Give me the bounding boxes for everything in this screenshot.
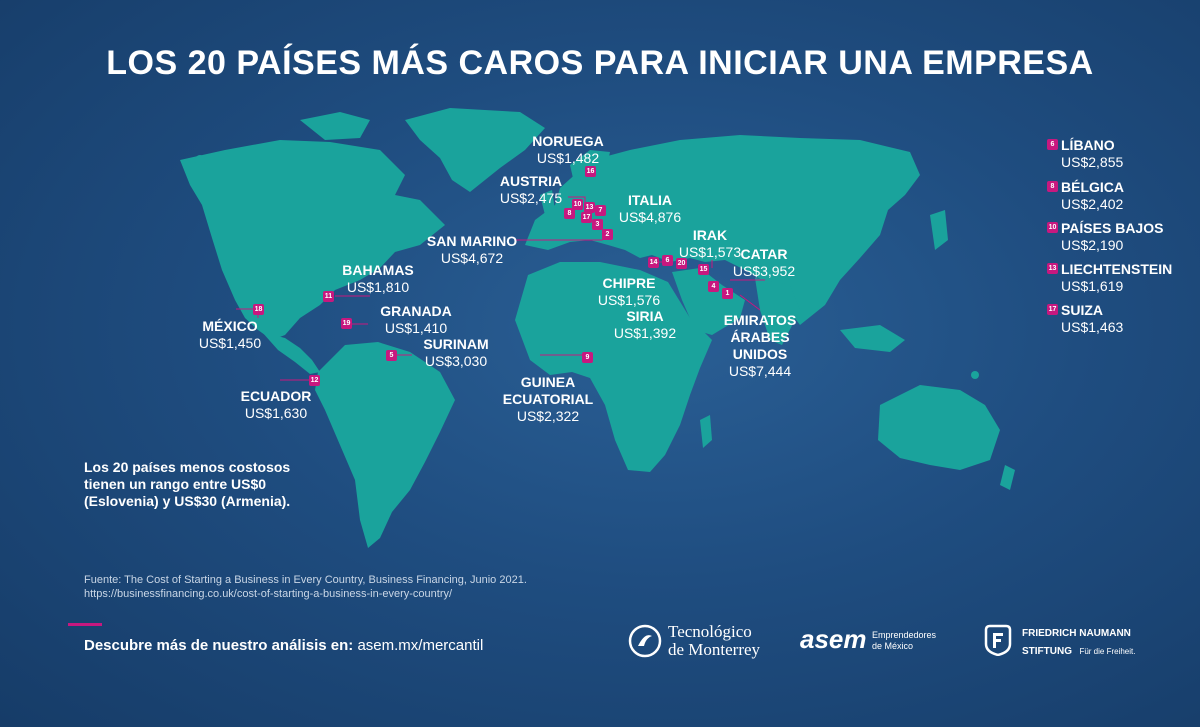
rank-badge: 10 [572,199,583,210]
rank-badge: 11 [323,291,334,302]
africa-shape [515,262,712,472]
cta-label: Descubre más de nuestro análisis en: [84,637,354,654]
north-america-shape [180,140,445,340]
tec-name-line1: Tecnológico [668,622,752,641]
fnst-motto: Für die Freiheit. [1079,647,1136,656]
rank-badge: 14 [648,257,659,268]
tec-name-line2: de Monterrey [668,640,761,659]
asem-logo: asem Emprendedores de México [800,624,950,660]
rank-badge: 6 [662,255,673,266]
leader-line [739,294,761,311]
country-name: SUIZA [1061,302,1103,318]
rank-badge: 9 [582,352,593,363]
country-name: LIECHTENSTEIN [1061,261,1173,277]
source-url[interactable]: https://businessfinancing.co.uk/cost-of-… [84,588,453,600]
island-shape [195,155,205,165]
country-label-catar: CATAR US$3,952 [732,246,796,279]
call-to-action: Descubre más de nuestro análisis en: ase… [84,637,483,654]
eurasia-shape [525,135,920,325]
country-value: US$1,619 [1061,278,1124,294]
rank-badge: 1 [722,288,733,299]
se-asia-islands-shape [840,325,905,352]
madagascar-shape [700,415,712,448]
new-zealand-shape [1000,465,1015,490]
country-label-bahamas: BAHAMAS US$1,810 [342,262,414,295]
fnst-name-line1: FRIEDRICH NAUMANN [1022,628,1131,639]
country-label-siria: SIRIA US$1,392 [613,308,677,341]
rank-badge: 3 [592,219,603,230]
asem-subtitle-line1: Emprendedores [872,630,937,640]
source-citation: Fuente: The Cost of Starting a Business … [84,573,527,601]
source-text: Fuente: The Cost of Starting a Business … [84,574,527,586]
asem-wordmark: asem [800,624,867,654]
tec-emblem-icon [628,624,662,658]
country-value: US$2,855 [1061,154,1124,170]
rank-badge: 12 [309,375,320,386]
rank-badge: 10 [1047,222,1058,233]
rank-badge: 6 [1047,139,1058,150]
rank-badge: 20 [676,258,687,269]
rank-badge: 17 [1047,304,1058,315]
arctic-islands-shape [300,112,370,140]
rank-badge: 19 [341,318,352,329]
rank-badge: 13 [584,202,595,213]
asem-subtitle-line2: de México [872,641,914,651]
rank-badge: 2 [602,229,613,240]
rank-badge: 7 [595,205,606,216]
central-america-shape [262,332,320,374]
rank-badge: 8 [564,208,575,219]
country-label-san-marino: SAN MARINO US$4,672 [426,233,518,266]
country-name: PAÍSES BAJOS [1061,220,1164,236]
country-label-austria: AUSTRIA US$2,475 [499,173,563,206]
rank-badge: 18 [253,304,264,315]
japan-shape [930,210,948,250]
country-label-ecuador: ECUADOR US$1,630 [240,388,312,421]
country-label-granada: GRANADA US$1,410 [380,303,452,336]
rank-badge: 15 [698,264,709,275]
south-america-shape [315,342,455,548]
rank-badge: 5 [386,350,397,361]
fnst-name-line2: STIFTUNG Für die Freiheit. [1022,641,1135,659]
country-label-chipre: CHIPRE US$1,576 [597,275,661,308]
rank-badge: 17 [581,212,592,223]
country-label-italia: ITALIA US$4,876 [618,192,682,225]
divider [68,623,102,626]
country-value: US$1,463 [1061,319,1124,335]
rank-badge: 8 [1047,181,1058,192]
cta-link[interactable]: asem.mx/mercantil [357,637,484,654]
uk-shape [540,190,555,215]
country-label-emiratos: EMIRATOS ÁRABES UNIDOS US$7,444 [723,312,797,379]
rank-badge: 4 [708,281,719,292]
country-label-mexico: MÉXICO US$1,450 [198,318,262,351]
country-name: BÉLGICA [1061,179,1124,195]
rank-badge: 16 [585,166,596,177]
india-shape [755,278,800,345]
fnst-emblem-icon [984,624,1012,656]
island-shape [971,371,979,379]
country-name: LÍBANO [1061,137,1115,153]
country-value: US$2,190 [1061,237,1124,253]
country-label-irak: IRAK US$1,573 [678,227,742,260]
australia-shape [878,385,1000,470]
greenland-shape [405,108,545,192]
rank-badge: 13 [1047,263,1058,274]
tec-monterrey-logo: Tecnológico de Monterrey [628,622,768,662]
fnst-stiftung: STIFTUNG [1022,646,1072,657]
country-value: US$2,402 [1061,196,1124,212]
country-label-noruega: NORUEGA US$1,482 [532,133,604,166]
page-title: LOS 20 PAÍSES MÁS CAROS PARA INICIAR UNA… [106,44,1094,82]
country-label-surinam: SURINAM US$3,030 [423,336,489,369]
range-note: Los 20 países menos costosos tienen un r… [84,459,291,509]
country-label-guinea-ecuatorial: GUINEA ECUATORIAL US$2,322 [502,374,594,424]
fnst-logo: FRIEDRICH NAUMANN STIFTUNG Für die Freih… [982,622,1152,662]
